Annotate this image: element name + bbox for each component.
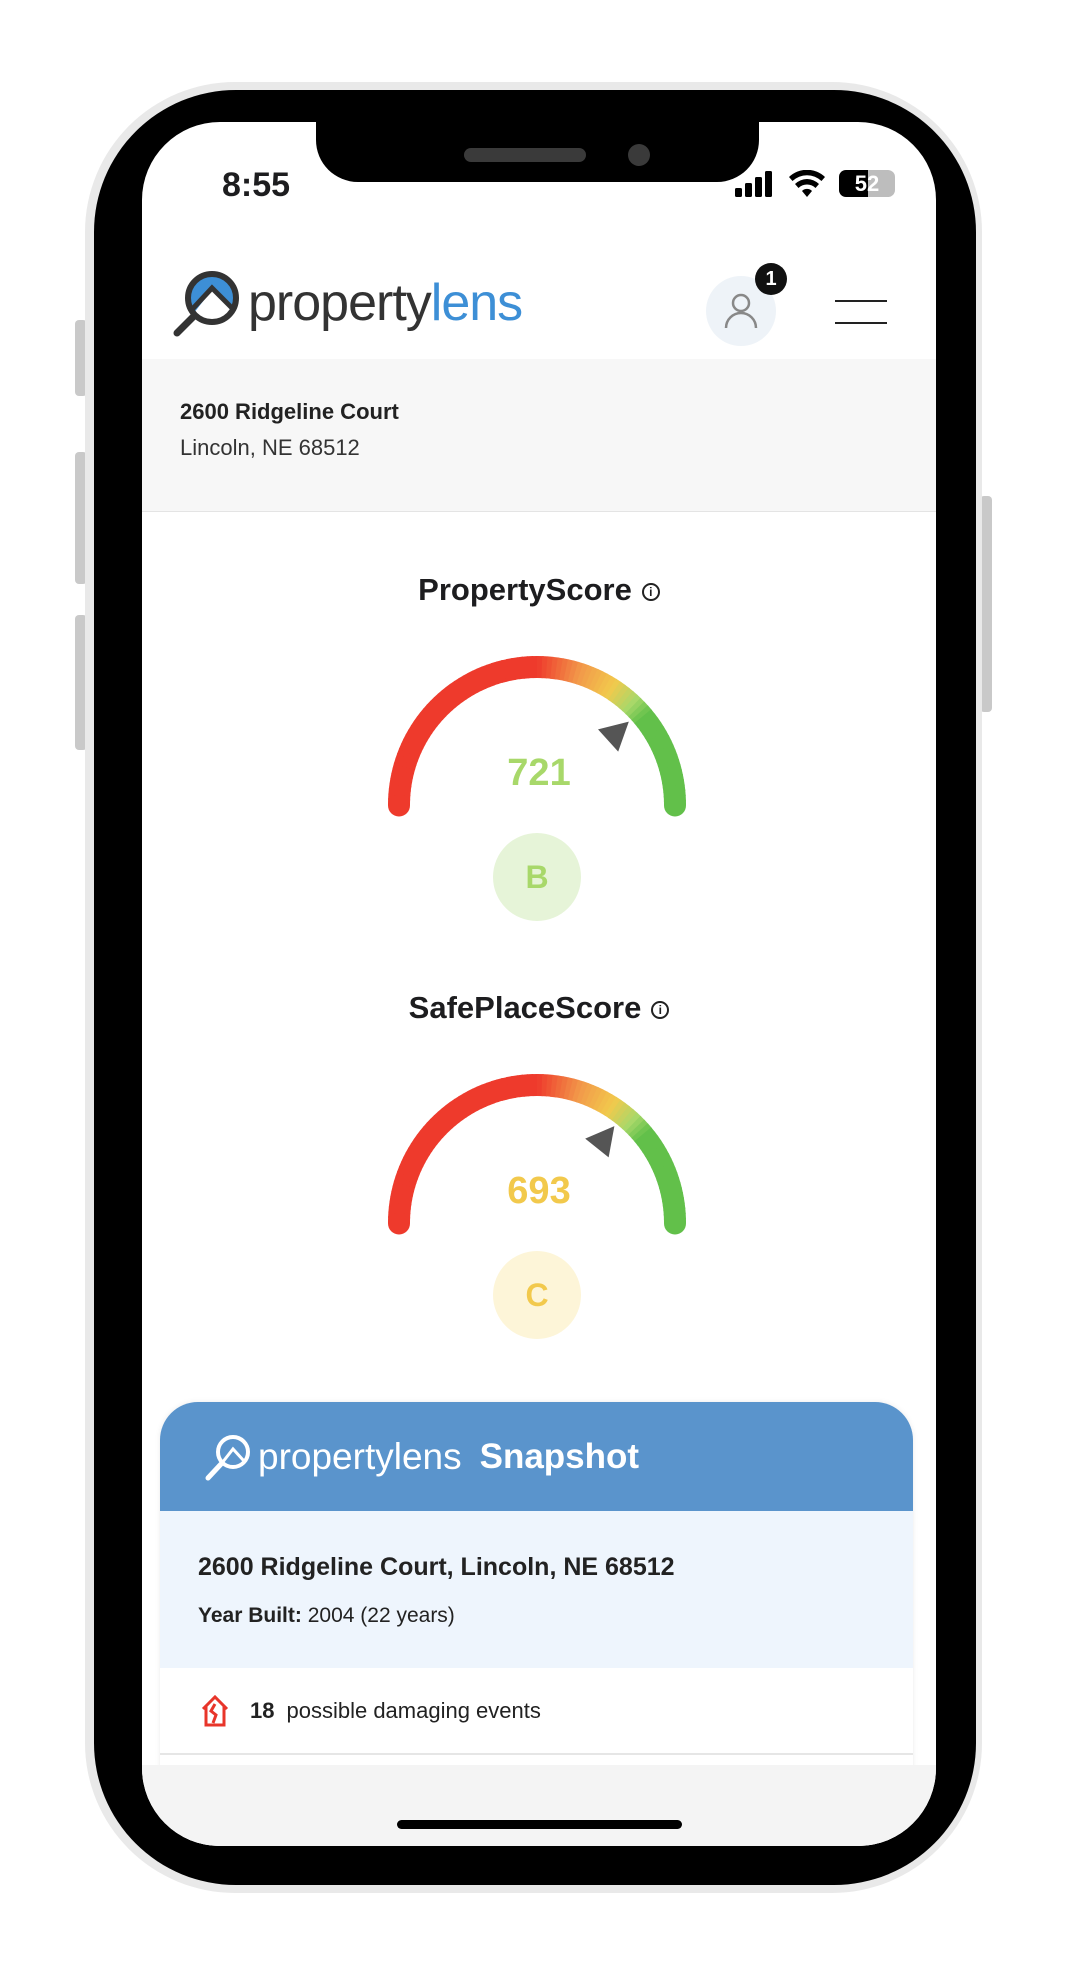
volume-down-button xyxy=(75,615,87,750)
gauge-end-cap xyxy=(664,1212,686,1235)
score-title-text: PropertyScore xyxy=(418,572,632,607)
power-button xyxy=(980,496,992,712)
magnifier-house-icon xyxy=(173,271,239,337)
gauge-needle xyxy=(598,721,629,752)
damaging-events-row[interactable]: 18 possible damaging events xyxy=(160,1668,913,1755)
camera xyxy=(628,144,650,166)
phone-screen: 8:55 52 propertylens 1 2600 Ridgeline Co… xyxy=(142,122,936,1846)
score-value: 693 xyxy=(507,1170,571,1212)
events-count: 18 xyxy=(250,1697,275,1723)
user-icon xyxy=(724,293,758,329)
notch xyxy=(316,122,759,182)
snapshot-brand: propertylens xyxy=(258,1435,462,1477)
propertylens-logo[interactable]: propertylens xyxy=(172,268,523,338)
info-icon[interactable]: i xyxy=(641,582,660,601)
address-line1: 2600 Ridgeline Court xyxy=(180,399,399,424)
events-text: possible damaging events xyxy=(286,1697,541,1723)
damaged-house-icon xyxy=(201,1694,229,1726)
wifi-icon xyxy=(789,170,825,197)
bottom-bar xyxy=(142,1765,936,1846)
silent-switch xyxy=(75,320,87,396)
info-icon[interactable]: i xyxy=(651,1000,670,1019)
year-built-value: 2004 (22 years) xyxy=(307,1604,455,1627)
status-icons: 52 xyxy=(735,170,895,197)
logo-text: propertylens xyxy=(248,273,523,333)
year-built: Year Built: 2004 (22 years) xyxy=(198,1604,875,1628)
logo-text-property: property xyxy=(248,274,432,332)
signal-icon xyxy=(735,171,772,197)
snapshot-header: propertylens Snapshot xyxy=(160,1402,913,1511)
address-line2: Lincoln, NE 68512 xyxy=(180,435,360,460)
home-indicator[interactable] xyxy=(397,1820,682,1829)
snapshot-info: 2600 Ridgeline Court, Lincoln, NE 68512 … xyxy=(160,1511,913,1668)
logo-text-lens: lens xyxy=(430,274,523,332)
grade-badge: B xyxy=(493,833,581,921)
score-gauge xyxy=(388,1074,686,1235)
score-title: PropertyScore i xyxy=(142,572,936,608)
status-time: 8:55 xyxy=(222,166,291,204)
score-value: 721 xyxy=(507,752,571,794)
volume-up-button xyxy=(75,452,87,584)
gauge-end-cap xyxy=(388,1212,410,1235)
address-bar: 2600 Ridgeline Court Lincoln, NE 68512 xyxy=(142,359,936,512)
battery-icon: 52 xyxy=(839,170,895,197)
gauge-end-cap xyxy=(664,794,686,817)
battery-level: 52 xyxy=(854,171,880,196)
menu-button[interactable] xyxy=(835,300,887,324)
snapshot-title: Snapshot xyxy=(479,1436,640,1476)
gauge-needle xyxy=(585,1126,615,1158)
gauge-end-cap xyxy=(388,794,410,817)
grade-badge: C xyxy=(493,1251,581,1339)
snapshot-address: 2600 Ridgeline Court, Lincoln, NE 68512 xyxy=(198,1553,675,1581)
score-title-text: SafePlaceScore xyxy=(408,990,642,1025)
notification-badge: 1 xyxy=(755,263,787,295)
magnifier-house-icon xyxy=(205,1434,250,1480)
speaker xyxy=(464,148,586,162)
year-built-label: Year Built: xyxy=(198,1604,302,1627)
score-gauge xyxy=(388,656,686,817)
score-title: SafePlaceScore i xyxy=(142,990,936,1026)
